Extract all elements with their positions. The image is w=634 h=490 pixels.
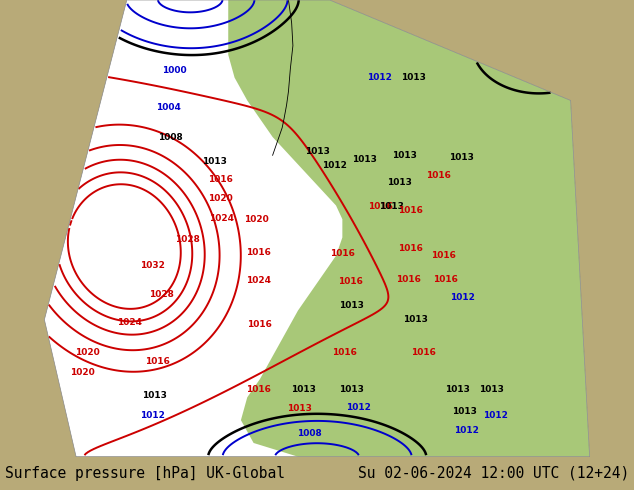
Text: 1024: 1024 (209, 214, 235, 223)
Text: 1016: 1016 (330, 249, 355, 258)
Text: 1013: 1013 (339, 301, 365, 311)
Text: 1012: 1012 (453, 426, 479, 435)
Text: 1013: 1013 (352, 155, 377, 164)
Polygon shape (44, 0, 590, 457)
Text: 1016: 1016 (338, 277, 363, 286)
Text: 1004: 1004 (155, 103, 181, 112)
Text: 1013: 1013 (202, 157, 227, 166)
Text: 1028: 1028 (149, 290, 174, 299)
Text: 1013: 1013 (287, 404, 312, 413)
Text: 1013: 1013 (339, 385, 365, 393)
Text: 1012: 1012 (346, 403, 371, 412)
Text: 1016: 1016 (247, 320, 273, 329)
Text: 1013: 1013 (304, 147, 330, 156)
Text: 1008: 1008 (297, 429, 322, 439)
Text: 1016: 1016 (208, 175, 233, 184)
Text: 1000: 1000 (162, 66, 186, 75)
Text: 1020: 1020 (75, 348, 100, 357)
Text: 1024: 1024 (246, 276, 271, 285)
Text: 1032: 1032 (139, 261, 165, 270)
Text: 1028: 1028 (174, 235, 200, 244)
Text: 1016: 1016 (145, 357, 170, 366)
Text: Surface pressure [hPa] UK-Global: Surface pressure [hPa] UK-Global (5, 466, 285, 481)
Text: 1016: 1016 (398, 206, 424, 215)
Text: 1016: 1016 (396, 275, 422, 284)
Text: 1013: 1013 (141, 392, 167, 400)
Text: 1020: 1020 (70, 368, 95, 377)
Text: 1016: 1016 (246, 247, 271, 257)
Text: 1020: 1020 (208, 194, 233, 203)
Text: 1016: 1016 (433, 275, 458, 284)
Text: 1013: 1013 (290, 385, 316, 393)
Text: 1016: 1016 (411, 348, 436, 357)
Text: 1012: 1012 (366, 73, 392, 82)
Text: 1013: 1013 (387, 178, 412, 187)
Text: 1013: 1013 (379, 202, 404, 211)
Text: 1016: 1016 (332, 348, 357, 357)
Text: 1020: 1020 (244, 215, 269, 224)
Text: 1013: 1013 (449, 153, 474, 162)
Text: 1012: 1012 (483, 411, 508, 420)
Text: 1013: 1013 (401, 73, 426, 82)
Text: 1012: 1012 (322, 161, 347, 170)
Text: 1016: 1016 (398, 245, 424, 253)
Text: 1013: 1013 (392, 151, 417, 160)
Text: 1016: 1016 (426, 172, 451, 180)
Text: 1013: 1013 (452, 407, 477, 416)
Text: 1013: 1013 (445, 385, 470, 393)
Text: 1016: 1016 (368, 202, 393, 211)
Text: 1008: 1008 (157, 132, 183, 142)
Polygon shape (228, 0, 590, 457)
Text: 1012: 1012 (139, 411, 165, 420)
Text: 1013: 1013 (403, 315, 428, 324)
Text: 1012: 1012 (450, 293, 476, 302)
Text: 1024: 1024 (117, 318, 143, 327)
Text: 1013: 1013 (479, 385, 504, 393)
Text: 1016: 1016 (246, 385, 271, 393)
Text: Su 02-06-2024 12:00 UTC (12+24): Su 02-06-2024 12:00 UTC (12+24) (358, 466, 629, 481)
Text: 1016: 1016 (431, 251, 456, 260)
